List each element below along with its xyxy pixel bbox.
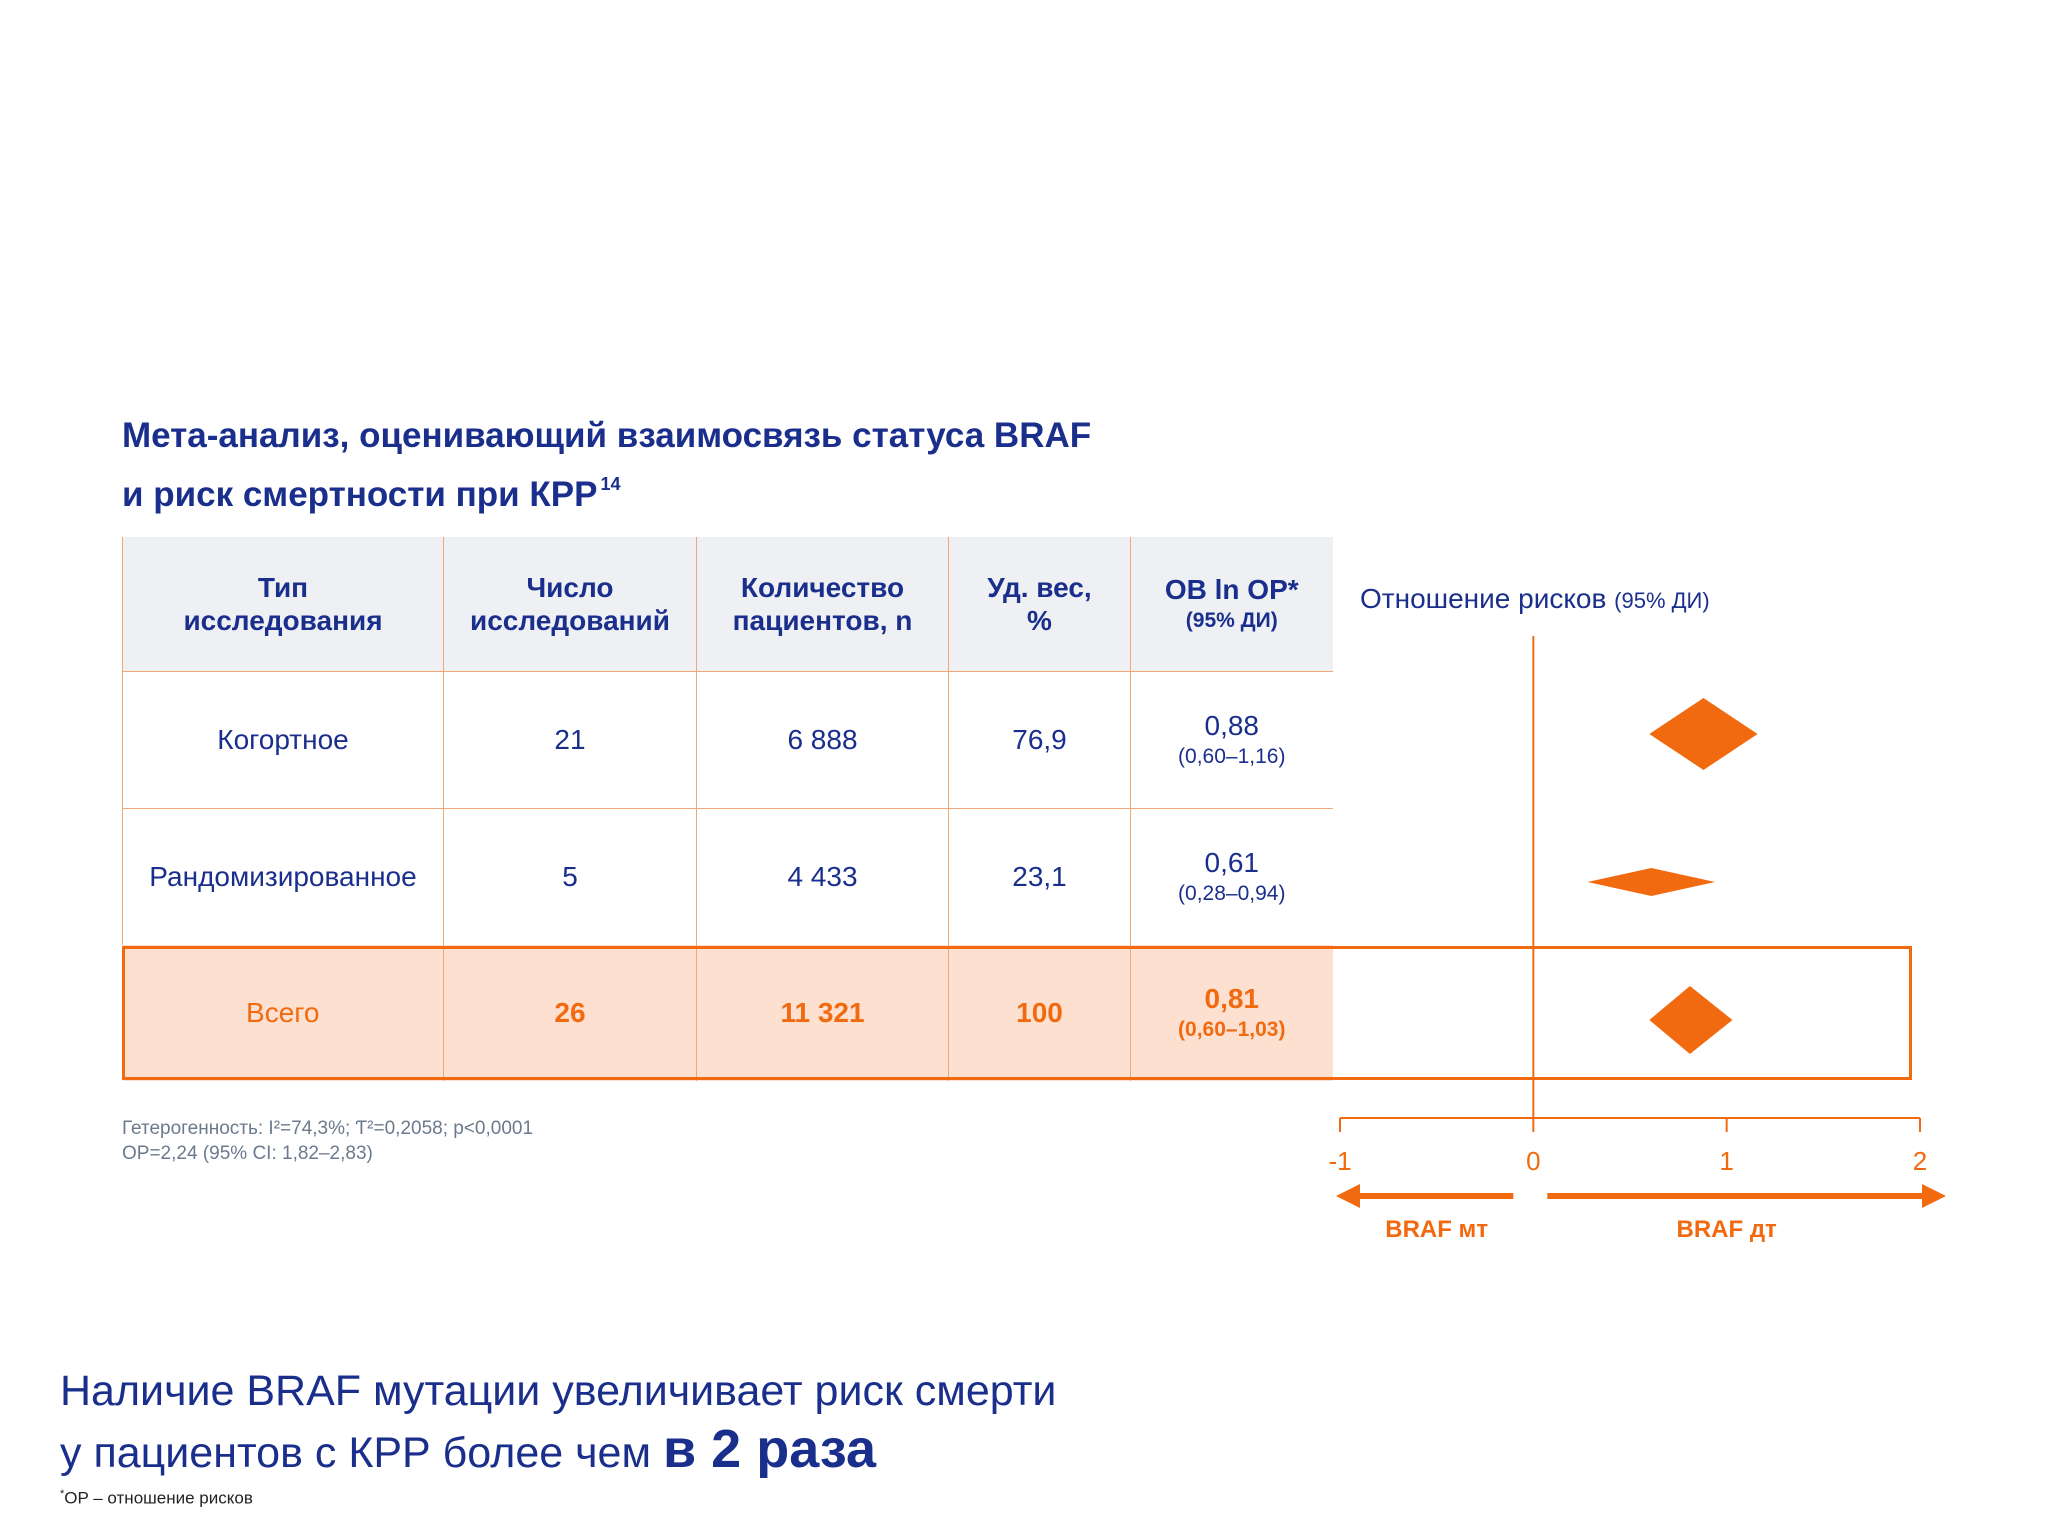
title-line-2: и риск смертности при КРР 14 bbox=[122, 474, 621, 514]
cell-ln-or: 0,81 (0,60–1,03) bbox=[1130, 945, 1333, 1081]
header-patient-count: Количество пациентов, n bbox=[696, 537, 949, 672]
conclusion-text: Наличие BRAF мутации увеличивает риск см… bbox=[60, 1362, 1056, 1482]
arrow-right-head bbox=[1922, 1184, 1946, 1208]
cell-weight: 100 bbox=[948, 945, 1131, 1081]
cell-patient-count: 6 888 bbox=[696, 671, 949, 809]
cell-ln-or: 0,61 (0,28–0,94) bbox=[1130, 808, 1333, 945]
footnote: *OP – отношение рисков bbox=[60, 1488, 253, 1508]
x-tick-label: 2 bbox=[1912, 1146, 1928, 1176]
cell-ci: (0,28–0,94) bbox=[1178, 882, 1286, 905]
cell-estimate: 0,61 bbox=[1204, 847, 1260, 878]
cell-weight: 76,9 bbox=[948, 671, 1131, 809]
heterogeneity-stats: Гетерогенность: I²=74,3%; Ƭ²=0,2058; p<0… bbox=[122, 1116, 533, 1166]
table-row: Когортное 21 6 888 76,9 0,88 (0,60–1,16) bbox=[122, 671, 1333, 809]
cell-study-count: 5 bbox=[443, 808, 697, 945]
cell-ci: (0,60–1,16) bbox=[1178, 745, 1286, 768]
diamond-2 bbox=[1649, 986, 1733, 1054]
diamond-0 bbox=[1649, 698, 1758, 770]
title-reference: 14 bbox=[600, 474, 621, 494]
header-weight: Уд. вес, % bbox=[948, 537, 1131, 672]
table-total-row: Всего 26 11 321 100 0,81 (0,60–1,03) bbox=[122, 945, 1333, 1081]
header-ln-or: ОВ ln OP* (95% ДИ) bbox=[1130, 537, 1333, 672]
header-ln-or-sub: (95% ДИ) bbox=[1185, 609, 1278, 632]
x-tick-label: 1 bbox=[1719, 1146, 1734, 1176]
cell-ln-or: 0,88 (0,60–1,16) bbox=[1130, 671, 1333, 809]
cell-study-count: 26 bbox=[443, 945, 697, 1081]
x-tick-label: 0 bbox=[1526, 1146, 1541, 1176]
diamond-1 bbox=[1587, 868, 1716, 896]
arrow-label-right: BRAF дт bbox=[1676, 1216, 1777, 1243]
cell-estimate: 0,81 bbox=[1204, 983, 1260, 1014]
chart-title: Мета-анализ, оценивающий взаимосвязь ста… bbox=[122, 412, 1091, 519]
x-tick-label: -1 bbox=[1328, 1146, 1352, 1176]
forest-plot-header-main: Отношение рисков bbox=[1360, 583, 1607, 614]
cell-weight: 23,1 bbox=[948, 808, 1131, 945]
title-line-1: Мета-анализ, оценивающий взаимосвязь ста… bbox=[122, 416, 1092, 455]
cell-study-type: Когортное bbox=[122, 671, 444, 809]
forest-plot-header-sub: (95% ДИ) bbox=[1614, 588, 1710, 613]
arrow-left-head bbox=[1336, 1184, 1360, 1208]
conclusion-line-1: Наличие BRAF мутации увеличивает риск см… bbox=[60, 1367, 1057, 1415]
table-header-row: Тип исследования Число исследований Коли… bbox=[122, 537, 1333, 672]
stats-line-2: OP=2,24 (95% CI: 1,82–2,83) bbox=[122, 1143, 373, 1164]
table-row: Рандомизированное 5 4 433 23,1 0,61 (0,2… bbox=[122, 808, 1333, 945]
stats-line-1: Гетерогенность: I²=74,3%; Ƭ²=0,2058; p<0… bbox=[122, 1118, 534, 1139]
conclusion-emphasis: в 2 раза bbox=[662, 1419, 877, 1479]
footnote-mark: * bbox=[60, 1488, 65, 1500]
total-row-frame bbox=[122, 946, 1912, 1080]
cell-study-type: Рандомизированное bbox=[122, 808, 444, 945]
cell-patient-count: 4 433 bbox=[696, 808, 949, 945]
cell-ci: (0,60–1,03) bbox=[1178, 1018, 1286, 1041]
header-study-count: Число исследований bbox=[443, 537, 697, 672]
cell-estimate: 0,88 bbox=[1204, 710, 1260, 741]
cell-study-count: 21 bbox=[443, 671, 697, 809]
cell-patient-count: 11 321 bbox=[696, 945, 949, 1081]
header-study-type: Тип исследования bbox=[122, 537, 444, 672]
meta-analysis-table: Тип исследования Число исследований Коли… bbox=[122, 537, 1333, 1081]
conclusion-line-2: у пациентов с КРР более чем в 2 раза bbox=[60, 1419, 877, 1479]
forest-plot-header: Отношение рисков (95% ДИ) bbox=[1360, 583, 1710, 615]
arrow-label-left: BRAF мт bbox=[1385, 1216, 1489, 1243]
cell-study-type: Всего bbox=[122, 945, 444, 1081]
